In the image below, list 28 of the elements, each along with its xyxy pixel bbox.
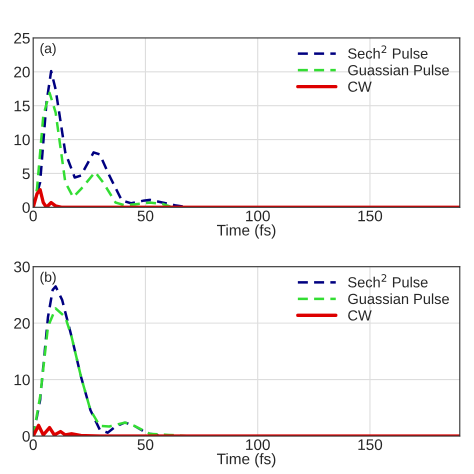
x-axis-title: Time (fs): [216, 224, 276, 239]
x-axis-title: Time (fs): [216, 453, 276, 468]
x-tick-label: 150: [358, 439, 382, 450]
x-tick-label: 100: [246, 439, 270, 450]
x-tick-label: 150: [358, 210, 382, 222]
annotation: (b): [40, 272, 56, 285]
legend-label: CW: [348, 310, 372, 321]
x-tick-label: 0: [30, 210, 37, 222]
y-tick-label: 10: [14, 374, 30, 386]
y-tick-label: 25: [14, 32, 30, 44]
legend-label: Sech$^{2}$ Pulse: [348, 45, 428, 59]
y-tick-label: 20: [14, 66, 30, 78]
y-tick-label: 15: [14, 100, 30, 112]
y-tick-label: 30: [14, 262, 30, 272]
legend-label: Guassian Pulse: [348, 293, 449, 304]
legend-label: CW: [348, 82, 372, 92]
y-tick-label: 0: [22, 430, 30, 442]
y-tick-label: 5: [22, 168, 30, 180]
x-tick-label: 50: [138, 210, 154, 222]
y-tick-label: 20: [14, 318, 30, 329]
legend-label: Guassian Pulse: [348, 64, 449, 76]
x-tick-label: 0: [30, 439, 37, 450]
legend-label: Sech$^{2}$ Pulse: [348, 274, 428, 288]
y-tick-label: 0: [22, 202, 30, 214]
x-tick-label: 50: [138, 439, 154, 450]
x-tick-label: 100: [246, 210, 270, 222]
annotation: (a): [40, 43, 56, 56]
y-tick-label: 10: [14, 134, 30, 146]
